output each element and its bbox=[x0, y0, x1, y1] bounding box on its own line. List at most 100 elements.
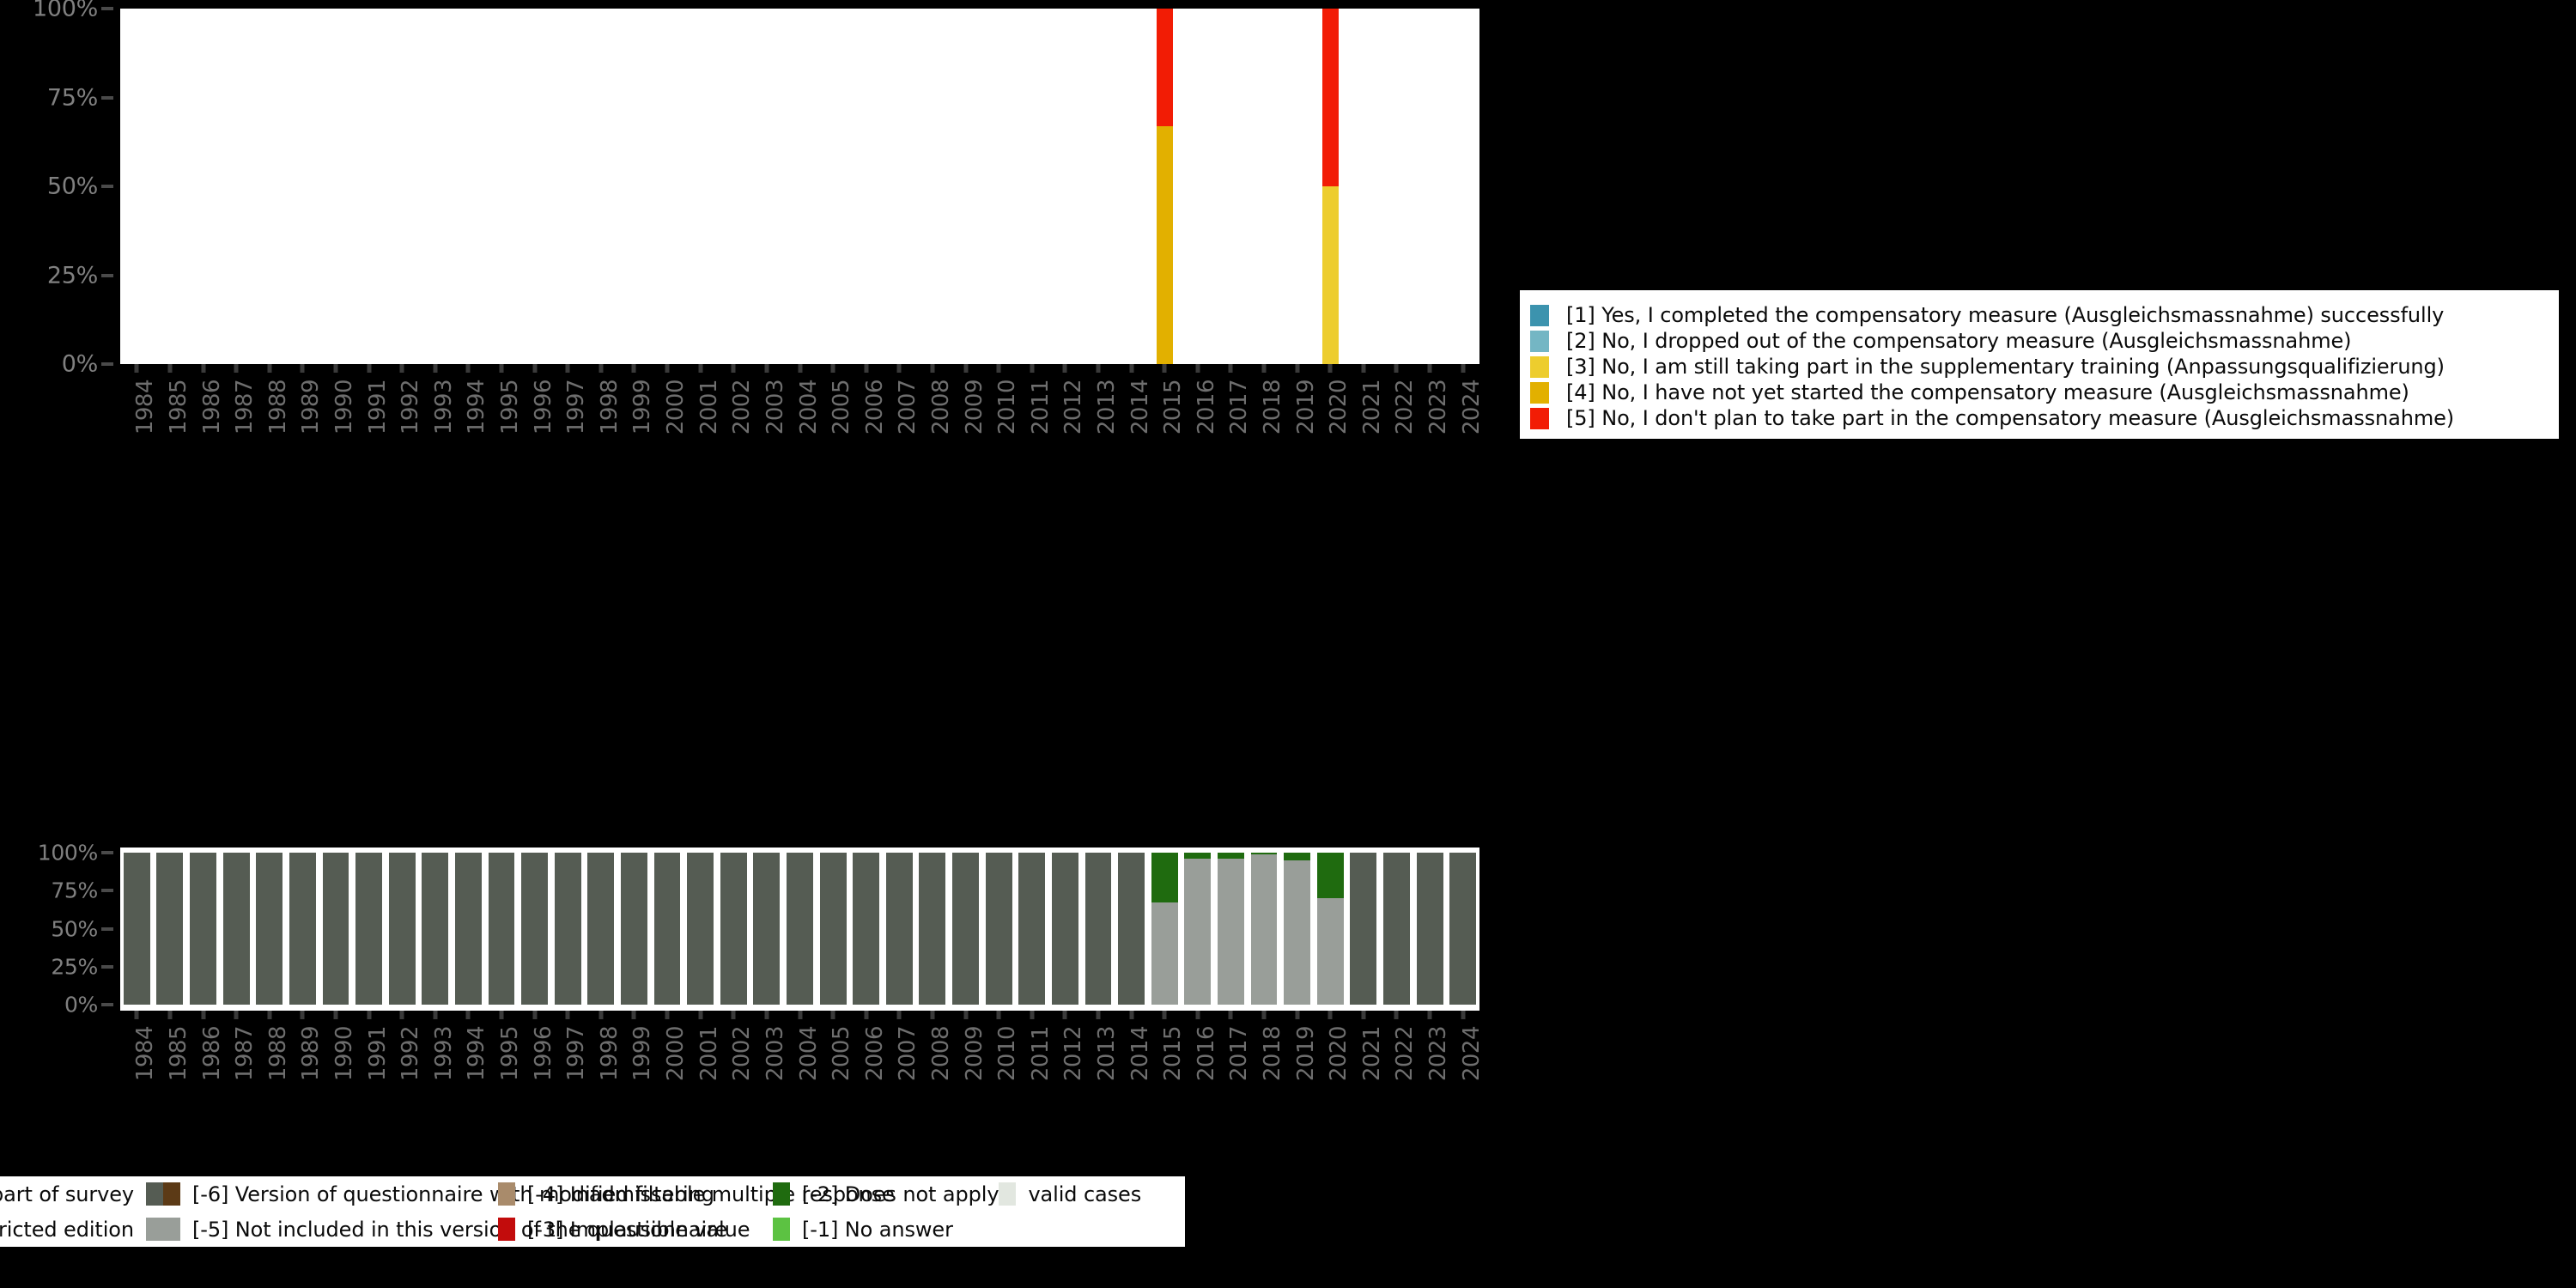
legend-swatch bbox=[999, 1182, 1017, 1206]
bar-2006 bbox=[853, 853, 880, 1005]
x-tick-label: 2001 bbox=[696, 380, 722, 435]
bar-2024 bbox=[1449, 853, 1477, 1005]
bar-segment bbox=[1321, 186, 1339, 364]
bar-segment bbox=[653, 853, 681, 1005]
x-tick-mark bbox=[565, 364, 570, 373]
x-tick-label: 2012 bbox=[1060, 380, 1087, 435]
x-tick-mark bbox=[631, 1011, 636, 1019]
legend-item: [1] Yes, I completed the compensatory me… bbox=[1530, 302, 2559, 328]
bar-2010 bbox=[985, 853, 1012, 1005]
x-tick-mark bbox=[1261, 1011, 1267, 1019]
legend-item: [5] No, I don't plan to take part in the… bbox=[1530, 405, 2559, 431]
legend-swatch bbox=[1530, 355, 1549, 378]
x-tick-label: 2018 bbox=[1260, 1026, 1286, 1082]
bar-segment bbox=[1184, 853, 1212, 860]
bar-2000 bbox=[653, 853, 681, 1005]
bar-segment bbox=[1284, 853, 1311, 860]
bottom-chart-x-axis: 1984 1985 1986 1987 1988 1989 1990 1991 1992 1993… bbox=[120, 1011, 1485, 1105]
x-tick-mark bbox=[267, 1011, 272, 1019]
legend-item: [-6] Version of questionnaire with modif… bbox=[163, 1182, 714, 1206]
legend-swatch bbox=[163, 1182, 180, 1206]
legend-swatch bbox=[1530, 330, 1549, 352]
case-coverage-chart: 100% 75% 50% 25% 0% 1984 1985 1986 1987 1988 1989… bbox=[0, 837, 1546, 1181]
y-tick-label: 25% bbox=[46, 262, 98, 289]
x-tick-label: 1993 bbox=[430, 1026, 457, 1082]
x-tick-mark bbox=[996, 364, 1001, 373]
bar-2017 bbox=[1217, 853, 1244, 1005]
x-tick-label: 2008 bbox=[927, 380, 954, 435]
x-tick-mark bbox=[465, 1011, 471, 1019]
bar-1997 bbox=[554, 853, 581, 1005]
bar-2015 bbox=[1151, 853, 1178, 1005]
bar-segment bbox=[1217, 859, 1244, 1005]
x-tick-label: 1996 bbox=[530, 1026, 556, 1082]
y-tick-mark bbox=[101, 927, 113, 931]
y-tick-label: 75% bbox=[46, 84, 98, 111]
x-tick-label: 1989 bbox=[298, 380, 325, 435]
x-tick-mark bbox=[1261, 364, 1267, 373]
x-tick-label: 1991 bbox=[364, 380, 391, 435]
x-tick-label: 2006 bbox=[861, 1026, 888, 1082]
bar-segment bbox=[1018, 853, 1046, 1005]
bar-1985 bbox=[156, 853, 184, 1005]
bar-segment bbox=[554, 853, 581, 1005]
x-tick-mark bbox=[367, 364, 372, 373]
bar-1993 bbox=[422, 853, 449, 1005]
x-tick-label: 1988 bbox=[264, 1026, 291, 1082]
legend-label: year not part of survey bbox=[0, 1182, 134, 1206]
x-tick-label: 2002 bbox=[729, 380, 756, 435]
x-tick-mark bbox=[1030, 364, 1035, 373]
x-tick-mark bbox=[1461, 364, 1466, 373]
legend-item: [-5] Not included in this version of the… bbox=[163, 1218, 727, 1242]
legend-label: valid cases bbox=[1028, 1182, 1142, 1206]
x-tick-mark bbox=[333, 364, 338, 373]
x-tick-label: 1987 bbox=[232, 380, 258, 435]
x-tick-mark bbox=[631, 364, 636, 373]
legend-label: [-6] Version of questionnaire with modif… bbox=[192, 1182, 714, 1206]
y-tick-label: 50% bbox=[46, 173, 98, 200]
bar-1999 bbox=[621, 853, 647, 1005]
bar-2018 bbox=[1250, 853, 1278, 1005]
bar-1989 bbox=[289, 853, 316, 1005]
x-tick-label: 2015 bbox=[1160, 380, 1187, 435]
top-chart-x-axis: 1984 1985 1986 1987 1988 1989 1990 1991 1992 1993… bbox=[120, 364, 1485, 450]
x-tick-label: 2007 bbox=[895, 380, 921, 435]
x-tick-mark bbox=[1361, 1011, 1366, 1019]
bar-segment bbox=[1151, 853, 1178, 903]
bar-segment bbox=[819, 853, 847, 1005]
y-tick-label: 75% bbox=[51, 878, 98, 903]
bar-segment bbox=[123, 853, 150, 1005]
x-tick-mark bbox=[698, 1011, 703, 1019]
y-tick-mark bbox=[101, 362, 113, 366]
x-tick-label: 2013 bbox=[1093, 380, 1120, 435]
bar-2007 bbox=[885, 853, 913, 1005]
bar-2014 bbox=[1118, 853, 1145, 1005]
x-tick-mark bbox=[201, 364, 206, 373]
legend-item: [2] No, I dropped out of the compensator… bbox=[1530, 328, 2559, 354]
bar-segment bbox=[853, 853, 880, 1005]
x-tick-label: 2014 bbox=[1127, 1026, 1153, 1082]
x-tick-label: 2023 bbox=[1425, 380, 1452, 435]
bar-1990 bbox=[322, 853, 349, 1005]
x-tick-label: 2022 bbox=[1392, 380, 1419, 435]
legend-label: [3] No, I am still taking part in the su… bbox=[1566, 355, 2445, 379]
x-tick-label: 2000 bbox=[663, 1026, 690, 1082]
x-tick-mark bbox=[698, 364, 703, 373]
x-tick-mark bbox=[300, 364, 305, 373]
bar-segment bbox=[1151, 902, 1178, 1005]
x-tick-mark bbox=[830, 364, 835, 373]
x-tick-mark bbox=[201, 1011, 206, 1019]
bar-1994 bbox=[454, 853, 482, 1005]
x-tick-label: 2020 bbox=[1326, 1026, 1352, 1082]
x-tick-label: 2011 bbox=[1027, 1026, 1054, 1082]
x-tick-label: 1992 bbox=[398, 380, 424, 435]
bar-segment bbox=[422, 853, 449, 1005]
legend-swatch bbox=[146, 1218, 163, 1241]
x-tick-mark bbox=[864, 364, 869, 373]
response-legend: [1] Yes, I completed the compensatory me… bbox=[1520, 290, 2559, 439]
bar-segment bbox=[190, 853, 216, 1005]
bar-2015 bbox=[1156, 9, 1173, 364]
x-tick-label: 2014 bbox=[1127, 380, 1153, 435]
x-tick-label: 2017 bbox=[1226, 1026, 1253, 1082]
x-tick-mark bbox=[234, 1011, 239, 1019]
